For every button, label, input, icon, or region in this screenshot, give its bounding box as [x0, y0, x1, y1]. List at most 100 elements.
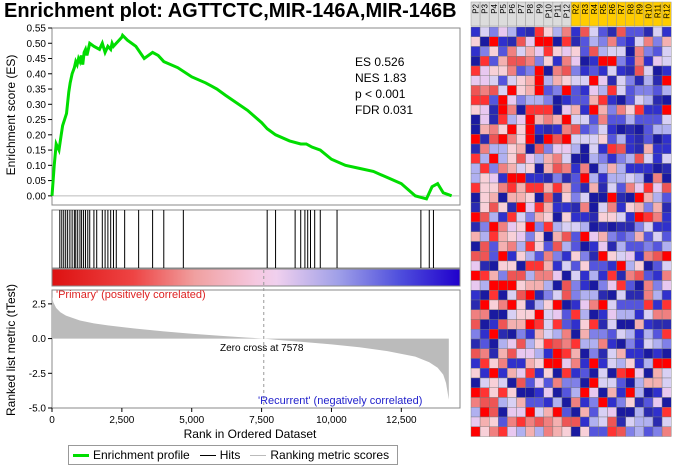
heatmap-cell: [552, 75, 563, 86]
heatmap-cell: [525, 143, 535, 154]
heatmap-cell: [598, 114, 608, 125]
heatmap-cell: [543, 407, 554, 418]
rank-ytick-label: -2.5: [29, 369, 47, 380]
heatmap-cell: [489, 338, 499, 349]
heatmap-cell: [598, 397, 608, 408]
es-ytick-label: 0.55: [27, 24, 47, 35]
heatmap-cell: [552, 387, 563, 398]
heatmap-cell: [616, 104, 626, 115]
heatmap-cell: [561, 65, 572, 76]
heatmap-cell: [479, 104, 490, 115]
heatmap-cell: [580, 358, 590, 369]
heatmap-cell: [561, 114, 572, 125]
heatmap-cell: [561, 163, 572, 174]
heatmap-cell: [516, 368, 526, 379]
heatmap-cell: [570, 241, 581, 252]
heatmap-cell: [498, 397, 508, 408]
heatmap-cell: [498, 85, 508, 96]
heatmap-cell: [489, 368, 499, 379]
heatmap-cell: [625, 231, 636, 242]
heatmap-cell: [534, 290, 545, 301]
heatmap-cell: [489, 85, 499, 96]
heatmap-cell: [580, 46, 590, 57]
heatmap-cell: [570, 134, 581, 145]
heatmap-cell: [661, 124, 672, 135]
heatmap-cell: [607, 134, 617, 145]
heatmap-cell: [652, 182, 663, 193]
heatmap-cell: [598, 36, 608, 47]
heatmap-cell: [552, 329, 563, 340]
heatmap-cell: [525, 75, 535, 86]
heatmap-cell: [516, 75, 526, 86]
heatmap-cell: [470, 192, 481, 203]
heatmap-cell: [661, 270, 672, 281]
heatmap-cell: [516, 221, 526, 232]
heatmap-cell: [607, 329, 617, 340]
heatmap-col-header: [598, 1, 608, 27]
heatmap-cell: [616, 56, 626, 67]
heatmap-cell: [479, 134, 490, 145]
heatmap-cell: [634, 104, 645, 115]
heatmap-cell: [561, 104, 572, 115]
legend: Enrichment profile Hits Ranking metric s…: [68, 445, 398, 465]
heatmap-cell: [470, 397, 481, 408]
heatmap-cell: [607, 114, 617, 125]
heatmap-cell: [470, 416, 481, 427]
heatmap-cell: [643, 299, 654, 310]
heatmap-cell: [561, 329, 572, 340]
heatmap-cell: [589, 329, 599, 340]
heatmap-cell: [516, 192, 526, 203]
heatmap-cell: [607, 299, 617, 310]
heatmap-cell: [598, 231, 608, 242]
heatmap-cell: [507, 26, 517, 37]
heatmap-cell: [661, 221, 672, 232]
heatmap-col-label: P8: [526, 3, 535, 13]
heatmap-cell: [525, 202, 535, 213]
heatmap-cell: [534, 338, 545, 349]
heatmap-cell: [552, 85, 563, 96]
heatmap-cell: [561, 26, 572, 37]
rank-ytick-label: 0.0: [32, 334, 46, 345]
heatmap-cell: [498, 290, 508, 301]
rank-xtick-label: 2,500: [109, 415, 134, 426]
heatmap-cell: [570, 104, 581, 115]
heatmap-col-header: [470, 1, 481, 27]
heatmap-cell: [652, 212, 663, 223]
heatmap-cell: [489, 280, 499, 291]
heatmap-cell: [507, 280, 517, 291]
heatmap-cell: [634, 231, 645, 242]
heatmap-cell: [652, 348, 663, 359]
es-ytick-label: 0.25: [27, 115, 47, 126]
heatmap-cell: [479, 329, 490, 340]
heatmap-col-header: [643, 1, 654, 27]
heatmap-cell: [598, 46, 608, 57]
heatmap-cell: [661, 163, 672, 174]
heatmap-cell: [616, 299, 626, 310]
primary-label: 'Primary' (positively correlated): [56, 289, 206, 301]
heatmap-cell: [580, 299, 590, 310]
heatmap-cell: [534, 241, 545, 252]
heatmap-cell: [489, 65, 499, 76]
heatmap-cell: [561, 46, 572, 57]
heatmap-cell: [580, 104, 590, 115]
heatmap-cell: [489, 143, 499, 154]
heatmap-cell: [543, 319, 554, 330]
heatmap-cell: [534, 221, 545, 232]
heatmap-cell: [525, 221, 535, 232]
heatmap-cell: [607, 104, 617, 115]
heatmap-cell: [489, 173, 499, 184]
heatmap-cell: [552, 416, 563, 427]
heatmap-cell: [643, 143, 654, 154]
legend-hits-swatch: [199, 454, 216, 456]
heatmap-cell: [561, 348, 572, 359]
heatmap-cell: [643, 319, 654, 330]
heatmap-cell: [479, 387, 490, 398]
rank-xtick-label: 12,500: [386, 415, 417, 426]
heatmap-cell: [570, 192, 581, 203]
heatmap-cell: [543, 75, 554, 86]
heatmap-cell: [516, 134, 526, 145]
gsea-plot: 0.000.050.100.150.200.250.300.350.400.45…: [4, 24, 461, 441]
heatmap-cell: [552, 241, 563, 252]
heatmap-cell: [498, 231, 508, 242]
legend-enrichment: Enrichment profile: [73, 448, 190, 462]
